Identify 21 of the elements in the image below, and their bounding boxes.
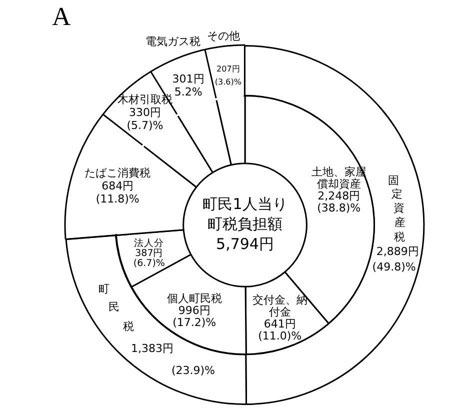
data-label: 996円 (17.2)%: [172, 304, 216, 330]
data-label: 387円 (6.7)%: [133, 248, 165, 270]
slice-label: 固定資産税: [388, 174, 406, 244]
slice-label: 法人分: [134, 237, 164, 250]
slice-label: その他: [207, 29, 240, 42]
data-label: 301円 5.2%: [172, 72, 204, 98]
slice-label: たばこ消費税: [84, 166, 151, 180]
data-label: 330円 (5.7)%: [126, 106, 164, 132]
text: 5,794円: [216, 234, 274, 253]
data-label: 684円 (11.8)%: [96, 180, 140, 206]
data-label: 207円 (3.6)%: [214, 64, 242, 87]
text: 町民1人当り町税負担額: [202, 194, 288, 233]
slice-label: 交付金、納付金: [252, 294, 308, 319]
data-label: 1,383円 (23.9)%: [130, 342, 215, 377]
slice-label: 電気ガス税: [146, 34, 201, 48]
data-label: 2,889円 (49.8)%: [372, 245, 419, 274]
chart-title: A: [52, 2, 71, 32]
data-label: 641円 (11.0)%: [258, 318, 302, 343]
slice-label: 町民税: [98, 282, 134, 334]
data-label: 2,248円 (38.8)%: [317, 189, 361, 214]
slice-label: 個人町民税: [166, 292, 222, 306]
